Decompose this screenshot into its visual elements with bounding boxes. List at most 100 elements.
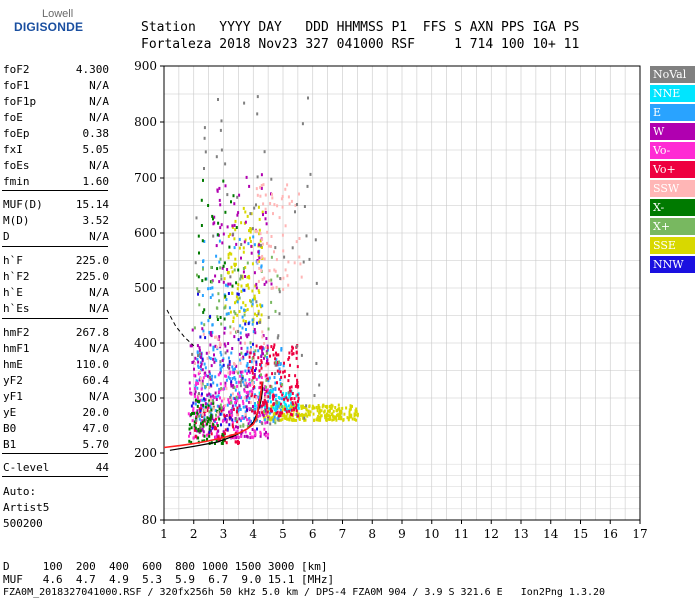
echo-point-vo- [214, 435, 217, 439]
echo-point-nnw [245, 352, 247, 356]
echo-point-e [232, 396, 235, 400]
echo-point-x- [197, 234, 200, 238]
echo-point-nne [274, 405, 277, 409]
echo-point-x- [210, 265, 213, 269]
echo-point-e [279, 408, 282, 412]
echo-point-w [246, 394, 249, 398]
echo-point-x- [270, 278, 273, 282]
param-label: hmF2 [3, 326, 30, 339]
echo-point-x- [201, 420, 204, 424]
echo-point-noval [195, 216, 198, 220]
echo-point-vo- [236, 420, 239, 424]
echo-point-sse [257, 205, 260, 209]
echo-point-sse [228, 251, 231, 255]
echo-point-w [207, 374, 209, 378]
echo-point-x- [266, 351, 268, 355]
echo-point-noval [296, 203, 298, 206]
echo-point-w [256, 259, 259, 262]
echo-point-sse [334, 415, 337, 419]
y-tick-label: 600 [134, 226, 157, 240]
echo-point-vo- [195, 415, 198, 419]
echo-point-noval [224, 162, 227, 166]
echo-point-e [277, 363, 280, 367]
echo-point-x- [212, 423, 215, 427]
echo-point-vo- [238, 394, 241, 398]
echo-point-x- [208, 434, 211, 438]
echo-point-ssw [231, 392, 234, 396]
echo-point-sse [308, 405, 311, 409]
echo-point-w [236, 213, 239, 217]
echo-point-w [263, 356, 265, 360]
echo-point-sse [254, 284, 257, 288]
echo-point-vo- [202, 433, 205, 437]
echo-point-x- [222, 439, 224, 443]
echo-point-sse [251, 262, 254, 266]
echo-point-vo- [251, 369, 254, 373]
echo-point-w [223, 331, 226, 335]
echo-point-w [234, 397, 237, 401]
echo-point-e [202, 259, 205, 263]
echo-point-vo- [251, 371, 254, 375]
echo-point-sse [259, 318, 262, 322]
echo-point-ssw [260, 184, 263, 187]
echo-point-sse [258, 217, 261, 221]
echo-point-e [234, 403, 237, 407]
echo-point-vo- [252, 376, 255, 380]
echo-point-e [254, 407, 257, 411]
echo-point-e [252, 351, 255, 354]
param-label: hmE [3, 358, 23, 371]
echo-point-sse [256, 304, 259, 308]
echo-point-x- [224, 210, 227, 214]
echo-point-e [250, 346, 252, 349]
echo-point-ssw [264, 207, 267, 211]
echo-point-w [227, 342, 230, 345]
echo-point-w [239, 341, 242, 345]
echo-point-x- [220, 387, 223, 390]
legend-item-e: E [650, 104, 695, 121]
echo-point-sse [317, 415, 320, 418]
echo-point-ssw [263, 257, 266, 261]
echo-point-e [277, 416, 280, 420]
echo-point-x- [249, 341, 252, 345]
echo-point-ssw [197, 393, 200, 397]
echo-point-w [204, 398, 207, 402]
echo-point-x- [197, 275, 200, 279]
echo-point-sse [324, 405, 327, 409]
echo-point-sse [348, 415, 351, 419]
echo-point-ssw [266, 230, 269, 234]
echo-point-w [209, 331, 212, 335]
echo-point-e [261, 304, 264, 308]
echo-point-vo- [295, 356, 298, 360]
echo-point-noval [315, 281, 318, 285]
echo-point-nnw [247, 322, 250, 326]
echo-point-ssw [284, 187, 287, 191]
echo-point-w [191, 328, 194, 332]
echo-point-noval [276, 336, 279, 340]
echo-point-vo- [237, 380, 240, 384]
echo-point-nne [287, 404, 290, 408]
logo-lowell: Lowell [42, 8, 74, 20]
echo-point-w [238, 417, 241, 421]
echo-point-w [201, 379, 204, 383]
x-tick-label: 15 [573, 527, 588, 541]
echo-point-ssw [261, 277, 264, 281]
echo-point-x- [208, 399, 211, 403]
echo-point-vo- [275, 351, 277, 355]
echo-point-ssw [273, 250, 275, 254]
echo-point-x- [265, 385, 268, 389]
echo-point-sse [331, 418, 334, 422]
echo-point-e [203, 416, 206, 420]
echo-point-sse [242, 246, 245, 250]
echo-point-e [226, 403, 229, 407]
echo-point-vo- [217, 373, 220, 377]
echo-point-x- [216, 318, 219, 321]
echo-point-nne [283, 400, 286, 404]
echo-point-ssw [286, 274, 289, 278]
echo-point-vo- [294, 401, 297, 405]
echo-point-sse [259, 303, 262, 307]
echo-point-vo- [220, 409, 223, 413]
echo-point-w [226, 349, 229, 353]
echo-point-vo- [294, 374, 297, 378]
param-label: fmin [3, 175, 30, 188]
echo-point-x- [201, 279, 204, 283]
